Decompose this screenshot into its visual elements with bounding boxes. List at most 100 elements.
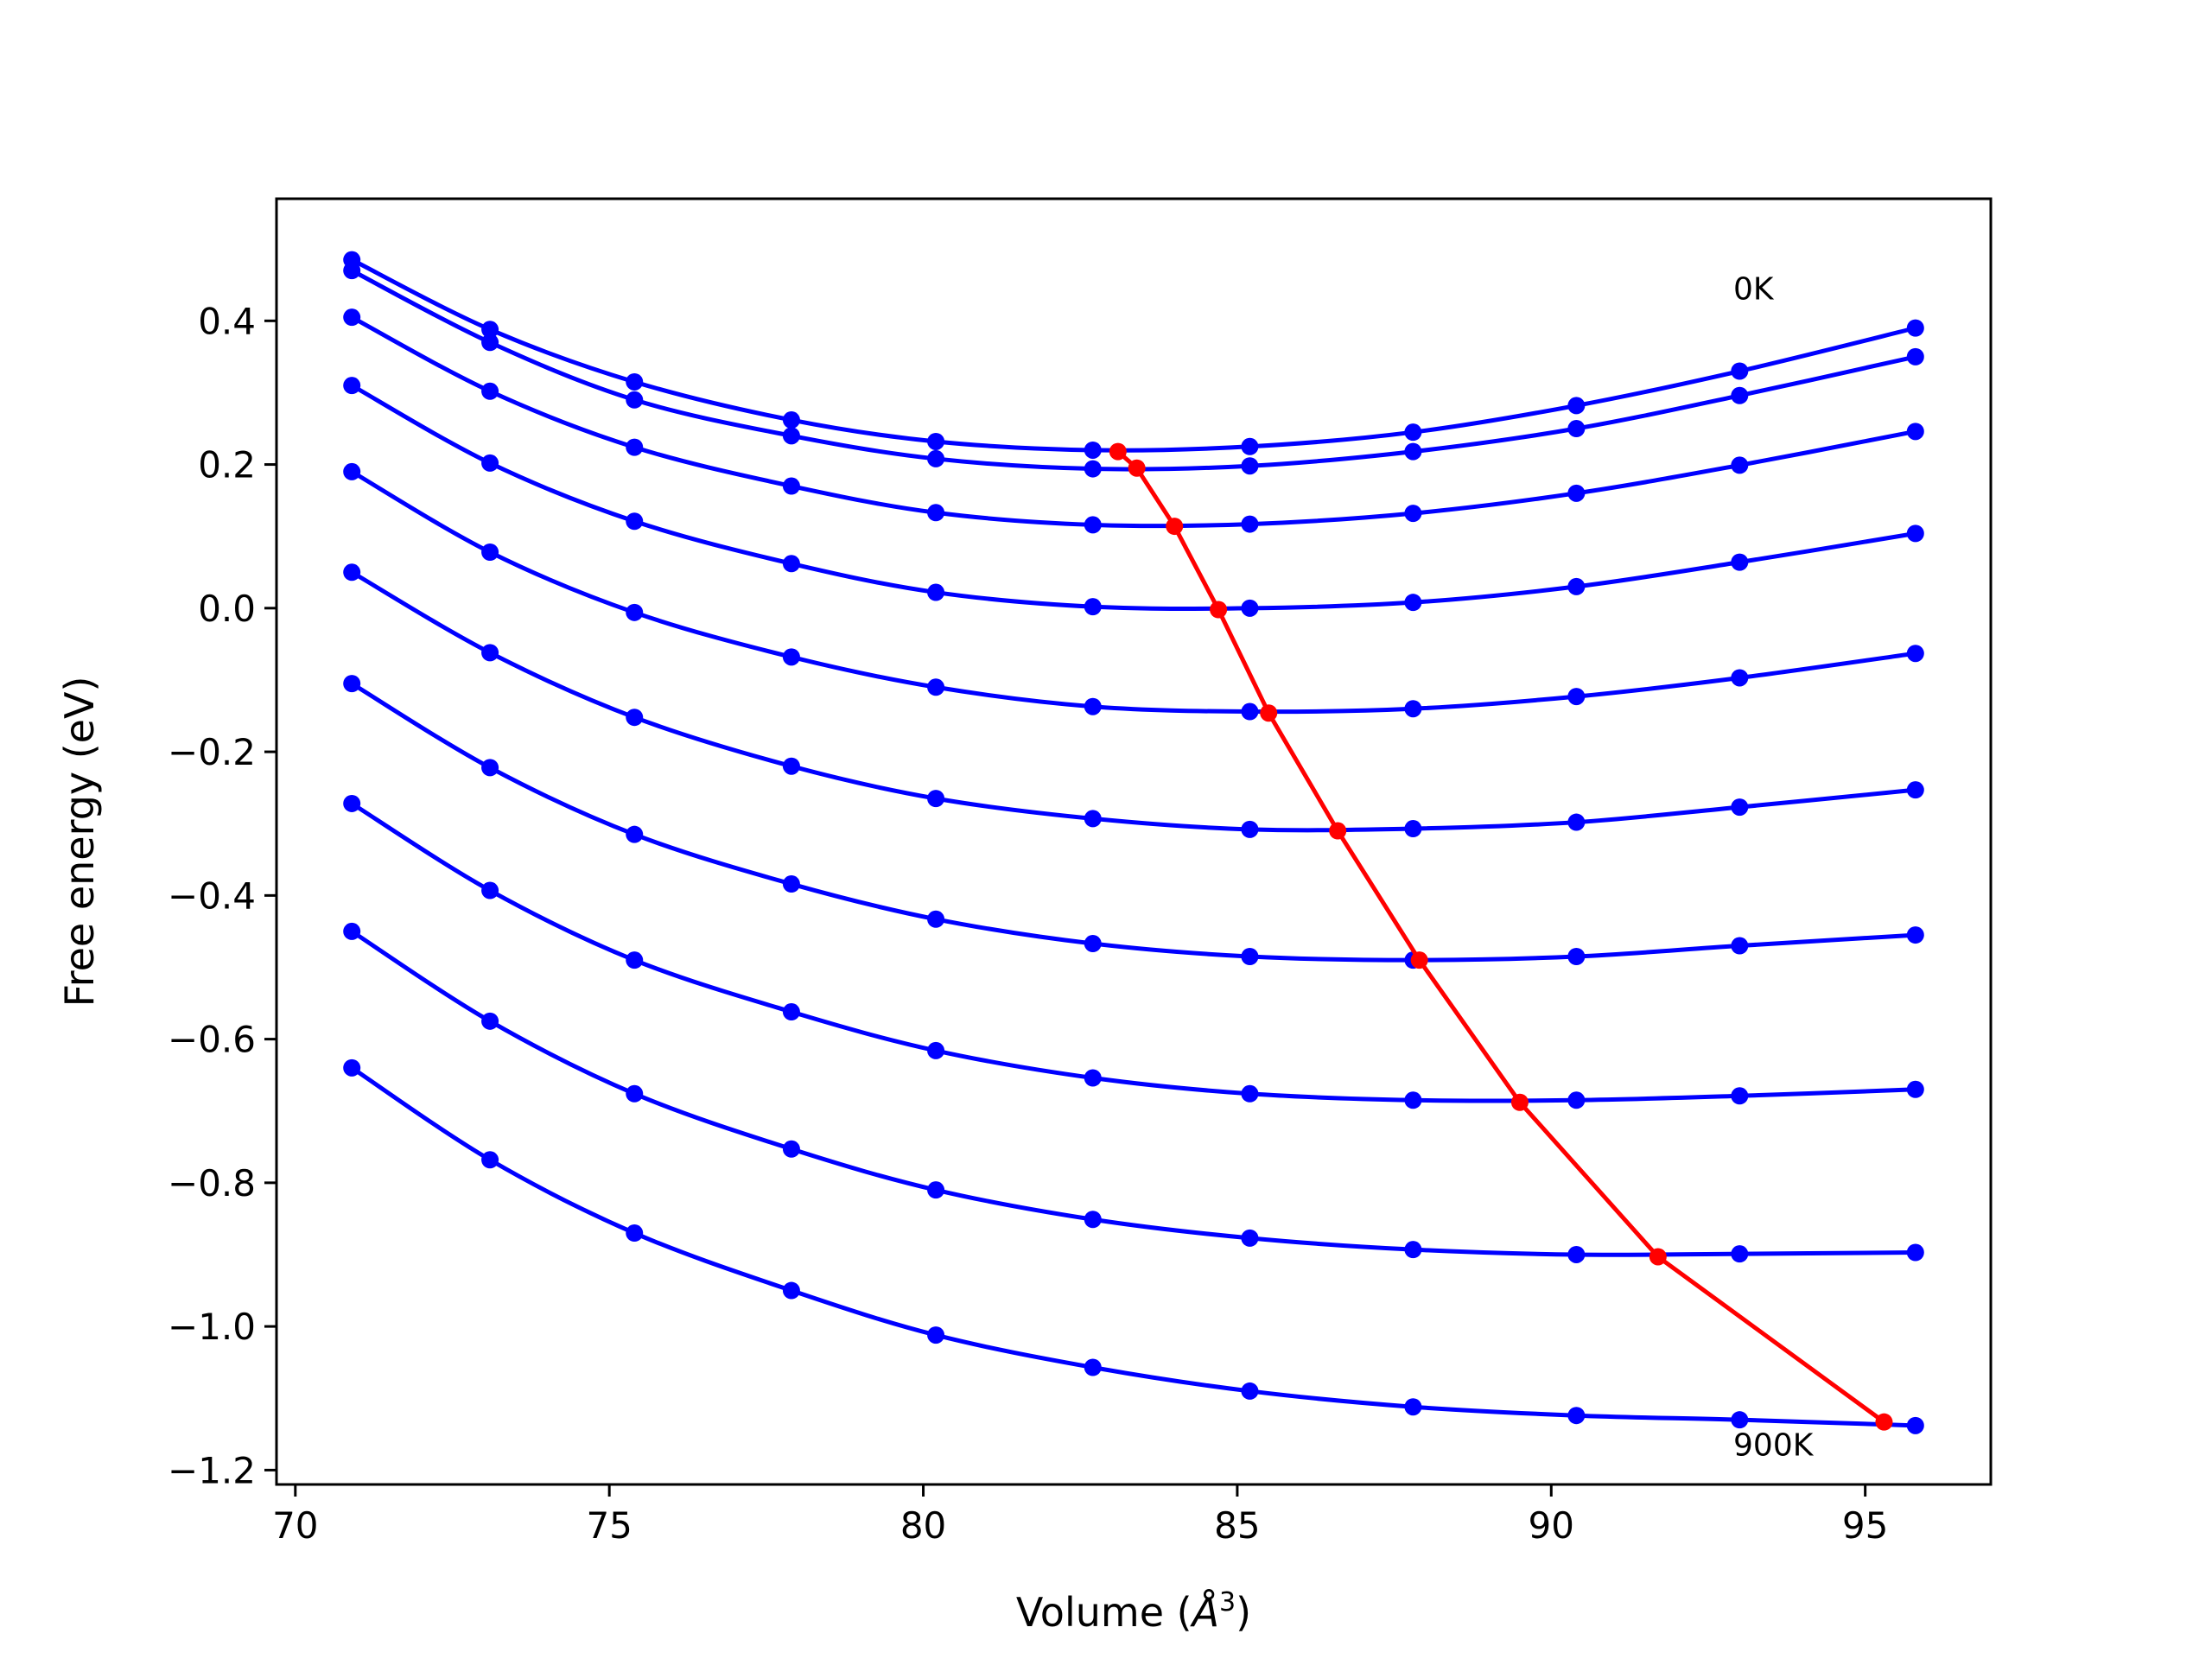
- data-point: [1567, 688, 1586, 706]
- data-point: [626, 1224, 644, 1243]
- data-point: [1084, 441, 1102, 459]
- data-point: [1567, 577, 1586, 595]
- y-tick-label: −0.6: [168, 1019, 256, 1061]
- data-point: [626, 951, 644, 969]
- data-point: [481, 881, 499, 899]
- data-point: [1241, 1382, 1259, 1400]
- series-1: [343, 251, 1924, 459]
- series-line: [351, 268, 1916, 472]
- x-axis-label-text: Volume (: [1016, 1589, 1192, 1636]
- y-axis-ticks: 0.4 0.2 0.0 −0.2 −0.4 −0.6 −0.8 −1.0 −1.2: [168, 300, 276, 1491]
- minimum-point: [1649, 1248, 1667, 1266]
- series-8: [343, 794, 1924, 1109]
- data-point: [626, 709, 644, 727]
- data-point: [782, 427, 800, 445]
- data-point: [343, 377, 361, 395]
- y-tick-label: 0.2: [198, 444, 256, 486]
- data-point: [927, 790, 945, 808]
- data-point: [343, 462, 361, 480]
- data-point: [782, 1140, 800, 1158]
- data-point: [626, 391, 644, 409]
- data-point: [1241, 515, 1259, 533]
- data-point: [1084, 516, 1102, 534]
- data-point: [1084, 1358, 1102, 1376]
- x-tick-label: 70: [272, 1504, 318, 1547]
- data-point: [481, 543, 499, 561]
- data-point: [1731, 937, 1749, 955]
- data-point: [927, 504, 945, 522]
- data-point: [481, 334, 499, 352]
- x-axis-label: Volume (Å3): [1016, 1587, 1251, 1636]
- minimum-line: [1116, 449, 1885, 1424]
- data-point: [1241, 820, 1259, 838]
- data-point: [1241, 599, 1259, 617]
- data-point: [1241, 1084, 1259, 1103]
- data-point: [481, 1012, 499, 1030]
- data-point: [927, 1181, 945, 1199]
- data-point: [343, 308, 361, 327]
- data-point: [343, 1058, 361, 1077]
- data-point: [1241, 702, 1259, 721]
- data-point: [343, 794, 361, 812]
- x-axis-ticks: 70 75 80 85 90 95: [272, 1484, 1888, 1547]
- data-point: [1906, 524, 1924, 543]
- x-axis-label-symbol: Å: [1190, 1589, 1219, 1636]
- data-point: [626, 512, 644, 531]
- data-point: [1731, 362, 1749, 380]
- minimum-point: [1329, 822, 1347, 840]
- x-tick-label: 85: [1214, 1504, 1260, 1547]
- series-7: [343, 675, 1924, 969]
- data-point: [782, 1281, 800, 1300]
- data-point: [1404, 820, 1422, 838]
- data-point: [481, 382, 499, 400]
- data-point: [343, 675, 361, 693]
- data-point: [1084, 460, 1102, 478]
- y-axis-label: Free energy (eV): [56, 677, 103, 1007]
- series-line: [350, 469, 1916, 715]
- y-tick-label: −0.4: [168, 874, 256, 917]
- data-point: [343, 262, 361, 280]
- data-point: [626, 438, 644, 456]
- data-point: [1731, 1245, 1749, 1263]
- data-point: [1731, 1087, 1749, 1105]
- y-tick-label: 0.0: [198, 588, 256, 630]
- data-point: [927, 910, 945, 928]
- x-tick-label: 95: [1842, 1504, 1888, 1547]
- data-point: [626, 372, 644, 391]
- data-point: [782, 555, 800, 573]
- data-point: [927, 1326, 945, 1344]
- data-point: [1084, 1069, 1102, 1087]
- series-4: [343, 377, 1924, 617]
- minimum-point: [1410, 951, 1428, 969]
- data-point: [343, 922, 361, 940]
- data-point: [1906, 781, 1924, 799]
- data-point: [1241, 437, 1259, 455]
- data-point: [1731, 456, 1749, 474]
- minimum-point: [1109, 442, 1127, 461]
- series-9: [343, 922, 1924, 1263]
- data-point: [1404, 423, 1422, 442]
- minimum-point: [1875, 1413, 1893, 1431]
- data-point: [626, 603, 644, 621]
- data-point: [927, 583, 945, 601]
- series-line: [350, 570, 1916, 833]
- data-point: [927, 1041, 945, 1059]
- data-point: [1906, 1080, 1924, 1098]
- data-point: [1241, 948, 1259, 966]
- data-point: [1906, 319, 1924, 337]
- data-point: [1906, 347, 1924, 365]
- x-axis-label-superscript: 3: [1219, 1587, 1236, 1618]
- y-tick-label: −1.2: [168, 1449, 256, 1491]
- data-point: [481, 759, 499, 777]
- data-point: [782, 411, 800, 429]
- data-point: [1906, 1416, 1924, 1434]
- minimum-point: [1510, 1093, 1529, 1111]
- y-tick-label: −0.2: [168, 731, 256, 773]
- data-point: [1404, 1398, 1422, 1416]
- data-point: [1084, 697, 1102, 715]
- annotations: 0K 900K: [1733, 271, 1815, 1463]
- annotation-label: 0K: [1733, 271, 1775, 307]
- series-line: [351, 257, 1916, 453]
- data-point: [1567, 484, 1586, 502]
